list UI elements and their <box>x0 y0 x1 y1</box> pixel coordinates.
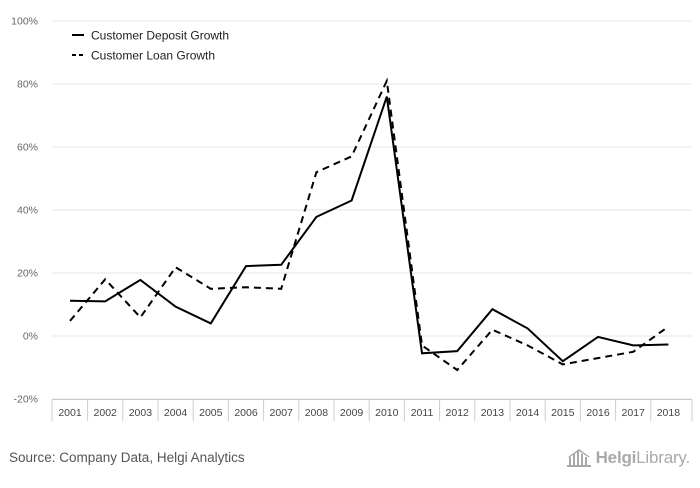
data-point <box>666 342 671 347</box>
data-point <box>314 214 319 219</box>
data-point <box>279 286 284 291</box>
data-point <box>596 334 601 339</box>
data-point <box>138 315 143 320</box>
brand-text-rest: Library. <box>636 448 690 467</box>
x-tick-label: 2008 <box>305 407 329 419</box>
data-point <box>244 264 249 269</box>
data-point <box>138 277 143 282</box>
data-point <box>455 349 460 354</box>
data-point <box>631 349 636 354</box>
data-point <box>560 362 565 367</box>
data-point <box>279 262 284 267</box>
data-point <box>68 318 73 323</box>
data-point <box>631 343 636 348</box>
x-tick-label: 2004 <box>164 407 188 419</box>
data-point <box>490 307 495 312</box>
data-point <box>596 356 601 361</box>
x-tick-label: 2014 <box>516 407 540 419</box>
data-point <box>208 321 213 326</box>
legend-label: Customer Loan Growth <box>91 49 215 63</box>
brand-text: HelgiLibrary. <box>595 448 691 468</box>
data-point <box>420 343 425 348</box>
data-point <box>349 198 354 203</box>
series-line-2 <box>69 77 669 372</box>
x-tick-label: 2001 <box>58 407 82 419</box>
data-point <box>420 351 425 356</box>
y-tick-label: 20% <box>17 268 38 280</box>
brand-text-bold: Helgi <box>595 448 637 467</box>
data-point <box>173 304 178 309</box>
y-tick-label: -20% <box>13 394 38 406</box>
brand-logo: HelgiLibrary. <box>566 448 690 468</box>
x-tick-label: 2016 <box>586 407 610 419</box>
data-point <box>384 78 389 83</box>
data-point <box>103 299 108 304</box>
legend-label: Customer Deposit Growth <box>91 29 229 43</box>
x-tick-label: 2018 <box>657 407 681 419</box>
x-tick-label: 2013 <box>481 407 505 419</box>
y-tick-label: 40% <box>17 205 38 217</box>
data-point <box>68 298 73 303</box>
building-icon <box>566 449 591 467</box>
x-tick-label: 2012 <box>446 407 470 419</box>
y-tick-label: 0% <box>23 331 38 343</box>
data-point <box>349 154 354 159</box>
x-tick-label: 2017 <box>622 407 646 419</box>
x-tick-label: 2005 <box>199 407 223 419</box>
x-tick-label: 2007 <box>270 407 294 419</box>
data-point <box>208 286 213 291</box>
x-tick-label: 2015 <box>551 407 575 419</box>
y-tick-label: 100% <box>11 16 38 28</box>
data-point <box>666 324 671 329</box>
data-point <box>314 170 319 175</box>
data-point <box>525 326 530 331</box>
x-tick-label: 2011 <box>411 407 434 419</box>
data-point <box>490 327 495 332</box>
y-tick-label: 80% <box>17 79 38 91</box>
x-tick-label: 2010 <box>375 407 399 419</box>
x-tick-label: 2009 <box>340 407 364 419</box>
x-tick-label: 2002 <box>94 407 118 419</box>
data-point <box>525 343 530 348</box>
data-point <box>103 277 108 282</box>
x-tick-label: 2003 <box>129 407 153 419</box>
data-point <box>173 265 178 270</box>
x-tick-label: 2006 <box>234 407 258 419</box>
data-point <box>244 285 249 290</box>
series-line-1 <box>69 96 669 363</box>
y-tick-label: 60% <box>17 142 38 154</box>
source-note: Source: Company Data, Helgi Analytics <box>9 450 245 465</box>
data-point <box>455 368 460 373</box>
